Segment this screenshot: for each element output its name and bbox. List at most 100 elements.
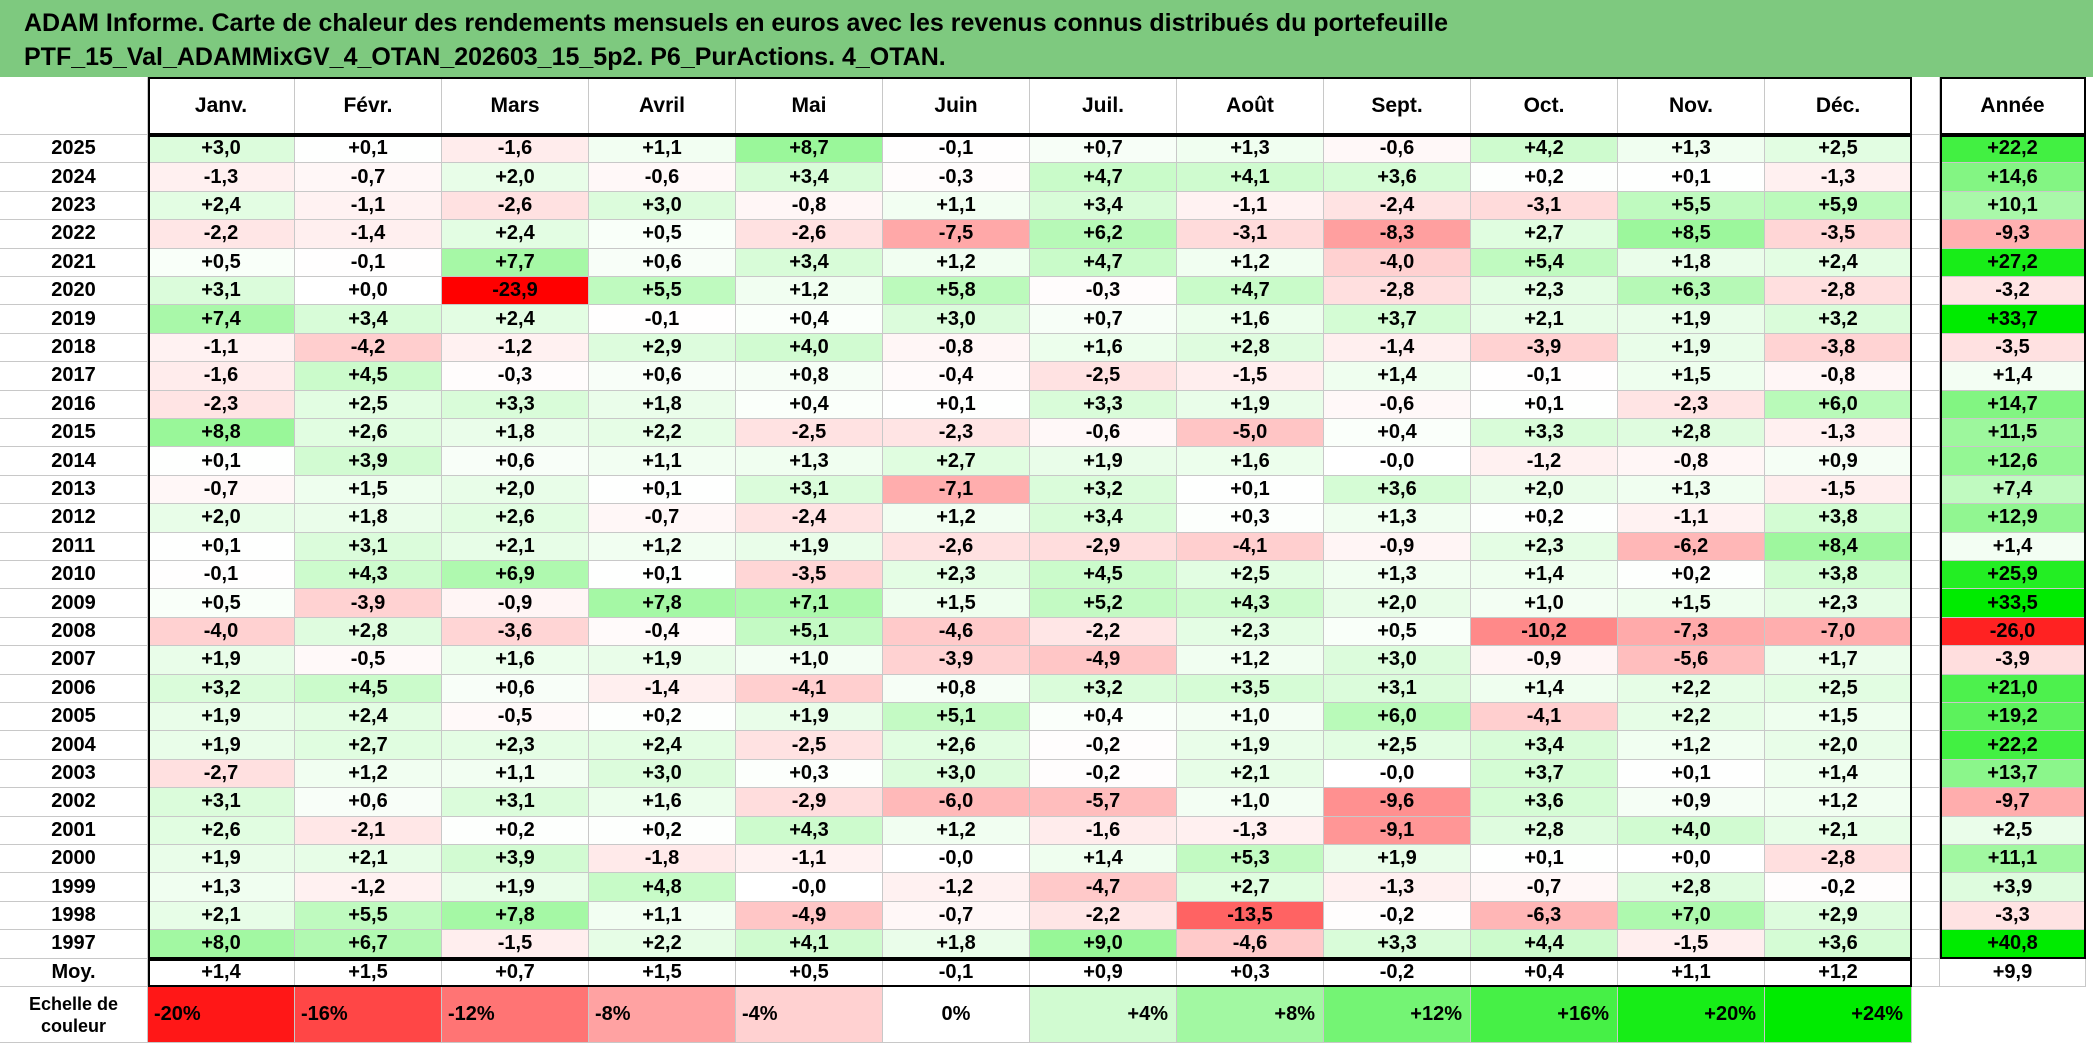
heatmap-cell: +6,7 [295, 930, 442, 959]
heatmap-cell: -2,6 [883, 532, 1030, 561]
heatmap-cell: +3,4 [1030, 504, 1177, 533]
heatmap-cell: +1,9 [442, 873, 589, 902]
heatmap-cell: -5,7 [1030, 788, 1177, 817]
row-gap [1910, 674, 1940, 703]
heatmap-cell: +1,1 [589, 447, 736, 476]
legend-swatch: -4% [736, 987, 883, 1043]
row-gap [1910, 788, 1940, 817]
year-total-cell: +11,1 [1940, 845, 2086, 874]
row-label: 2003 [0, 759, 148, 789]
heatmap-cell: -0,2 [1765, 873, 1912, 902]
heatmap-cell: -4,0 [1324, 248, 1471, 277]
row-gap [1910, 532, 1940, 561]
heatmap-cell: -3,5 [1765, 220, 1912, 249]
heatmap-cell: +2,8 [1471, 816, 1618, 845]
heatmap-cell: -0,8 [1618, 447, 1765, 476]
heatmap-cell: +3,2 [1030, 674, 1177, 703]
heatmap-cell: +3,3 [1324, 930, 1471, 959]
heatmap-cell: +4,7 [1177, 277, 1324, 306]
row-label: 1999 [0, 873, 148, 902]
average-cell: -0,2 [1324, 958, 1471, 987]
heatmap-cell: +1,2 [1765, 788, 1912, 817]
row-label: 2024 [0, 163, 148, 192]
heatmap-cell: +2,4 [589, 731, 736, 760]
heatmap-cell: +0,5 [148, 248, 295, 277]
heatmap-cell: +1,9 [589, 646, 736, 675]
heatmap-cell: +4,3 [736, 816, 883, 845]
heatmap-cell: -1,6 [148, 362, 295, 391]
heatmap-cell: +3,7 [1324, 305, 1471, 334]
heatmap-cell: -0,7 [148, 475, 295, 505]
heatmap-cell: +1,9 [148, 646, 295, 675]
heatmap-cell: +3,8 [1765, 561, 1912, 590]
heatmap-cell: +3,1 [295, 532, 442, 561]
column-header: Déc. [1765, 77, 1912, 135]
row-label: 2022 [0, 220, 148, 249]
heatmap-cell: +1,4 [1324, 362, 1471, 391]
average-cell: +0,5 [736, 958, 883, 987]
heatmap-cell: +4,4 [1471, 930, 1618, 959]
heatmap-cell: -1,5 [1177, 362, 1324, 391]
heatmap-cell: +0,7 [1030, 305, 1177, 334]
heatmap-cell: +1,2 [589, 532, 736, 561]
heatmap-cell: -0,8 [736, 191, 883, 221]
heatmap-cell: +1,3 [1324, 504, 1471, 533]
heatmap-cell: +1,1 [589, 901, 736, 931]
row-label: 2004 [0, 731, 148, 760]
heatmap-cell: +0,6 [589, 362, 736, 391]
year-total-cell: -3,3 [1940, 901, 2086, 931]
heatmap-cell: -1,5 [442, 930, 589, 959]
heatmap-cell: +5,2 [1030, 589, 1177, 618]
heatmap-cell: -0,6 [1324, 135, 1471, 164]
heatmap-cell: -1,1 [295, 191, 442, 221]
heatmap-cell: +0,4 [1324, 419, 1471, 448]
heatmap-cell: +1,8 [883, 930, 1030, 959]
heatmap-cell: +1,0 [1177, 788, 1324, 817]
heatmap-cell: +1,9 [1618, 305, 1765, 334]
heatmap-cell: +0,4 [736, 390, 883, 419]
row-gap [1910, 617, 1940, 647]
heatmap-cell: +2,6 [295, 419, 442, 448]
heatmap-cell: +1,2 [1177, 646, 1324, 675]
year-total-cell: -3,5 [1940, 333, 2086, 363]
heatmap-cell: +0,3 [1177, 504, 1324, 533]
heatmap-cell: +3,4 [1030, 191, 1177, 221]
heatmap-cell: +2,0 [148, 504, 295, 533]
heatmap-cell: -2,5 [736, 419, 883, 448]
column-header: Mai [736, 77, 883, 135]
heatmap-cell: -0,6 [1030, 419, 1177, 448]
heatmap-cell: +7,7 [442, 248, 589, 277]
year-total-cell: +19,2 [1940, 703, 2086, 732]
column-header: Juin [883, 77, 1030, 135]
heatmap-cell: -23,9 [442, 277, 589, 306]
heatmap-cell: +2,8 [1618, 419, 1765, 448]
heatmap-cell: +1,9 [148, 731, 295, 760]
heatmap-cell: +2,1 [442, 532, 589, 561]
heatmap-cell: +7,8 [589, 589, 736, 618]
heatmap-cell: +1,5 [295, 475, 442, 505]
heatmap-cell: -2,9 [1030, 532, 1177, 561]
row-gap [1910, 220, 1940, 249]
year-total-cell: -3,9 [1940, 646, 2086, 675]
year-total-cell: -9,7 [1940, 788, 2086, 817]
heatmap-cell: +0,2 [442, 816, 589, 845]
heatmap-cell: +2,9 [589, 333, 736, 363]
heatmap-cell: -3,8 [1765, 333, 1912, 363]
heatmap-cell: -0,7 [1471, 873, 1618, 902]
heatmap-cell: +0,5 [148, 589, 295, 618]
heatmap-cell: -2,5 [736, 731, 883, 760]
row-label: 2010 [0, 561, 148, 590]
row-label: 1997 [0, 930, 148, 959]
heatmap-cell: +1,0 [1471, 589, 1618, 618]
heatmap-cell: +4,3 [1177, 589, 1324, 618]
average-cell: +0,9 [1030, 958, 1177, 987]
heatmap-cell: +1,3 [148, 873, 295, 902]
heatmap-cell: +1,2 [883, 248, 1030, 277]
heatmap-cell: +3,0 [1324, 646, 1471, 675]
heatmap-cell: +9,0 [1030, 930, 1177, 959]
heatmap-cell: +4,5 [295, 674, 442, 703]
heatmap-cell: +8,5 [1618, 220, 1765, 249]
heatmap-cell: -0,0 [883, 845, 1030, 874]
heatmap-cell: +7,1 [736, 589, 883, 618]
row-label: 2021 [0, 248, 148, 277]
